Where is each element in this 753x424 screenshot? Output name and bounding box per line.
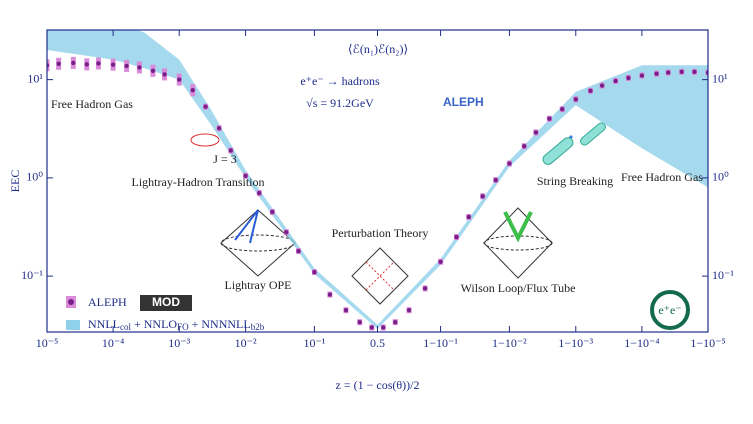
data-point bbox=[454, 234, 459, 240]
x-tick-label: 1−10⁻² bbox=[492, 336, 527, 350]
data-point bbox=[357, 319, 362, 325]
legend-marker bbox=[68, 299, 74, 305]
plot-area bbox=[47, 30, 708, 331]
data-point bbox=[406, 308, 412, 313]
y-tick-label-right: 10¹ bbox=[712, 71, 728, 85]
annotation: String Breaking bbox=[537, 174, 613, 188]
legend-label: NNLLcol + NNLOFO + NNNNLLb2b bbox=[88, 317, 265, 332]
x-tick-label: 10⁻⁵ bbox=[36, 336, 59, 350]
data-point bbox=[137, 65, 142, 70]
x-tick-label: 10⁻⁴ bbox=[102, 336, 125, 350]
data-point bbox=[692, 69, 697, 75]
y-tick-label: 10⁰ bbox=[26, 170, 43, 184]
legend-label-part: b2b bbox=[251, 322, 265, 332]
annotation: Wilson Loop/Flux Tube bbox=[461, 281, 576, 295]
x-tick-label: 10⁻² bbox=[235, 336, 257, 350]
data-point bbox=[547, 116, 552, 121]
data-point bbox=[438, 259, 443, 264]
data-point bbox=[203, 104, 208, 109]
annotation: Lightray OPE bbox=[225, 278, 292, 292]
data-point bbox=[296, 248, 301, 254]
data-point bbox=[393, 319, 398, 325]
data-point bbox=[480, 194, 485, 199]
data-point bbox=[312, 269, 317, 275]
annotation: Free Hadron Gas bbox=[621, 170, 703, 184]
y-tick-label-right: 10⁻¹ bbox=[712, 268, 734, 282]
x-tick-label: 10⁻³ bbox=[168, 336, 190, 350]
x-tick-label: 10⁻¹ bbox=[303, 336, 325, 350]
data-point bbox=[679, 69, 684, 75]
data-point bbox=[521, 144, 527, 149]
data-point bbox=[343, 308, 349, 313]
data-point bbox=[666, 70, 671, 75]
data-point bbox=[369, 325, 374, 330]
x-tick-label: 1−10⁻³ bbox=[558, 336, 593, 350]
data-point bbox=[613, 78, 618, 84]
y-tick-label: 10¹ bbox=[27, 71, 43, 85]
data-point bbox=[190, 88, 195, 93]
data-point bbox=[124, 63, 129, 69]
data-point bbox=[507, 161, 512, 166]
diagrams bbox=[66, 122, 690, 330]
legend-label-part: col bbox=[120, 322, 131, 332]
x-tick-label: 1−10⁻¹ bbox=[423, 336, 458, 350]
annotation: Free Hadron Gas bbox=[51, 97, 133, 111]
data-point bbox=[466, 214, 471, 220]
data-point bbox=[162, 72, 167, 77]
data-point bbox=[654, 71, 659, 76]
data-point bbox=[216, 126, 222, 131]
data-point bbox=[422, 286, 428, 291]
data-point bbox=[599, 83, 605, 88]
data-point bbox=[626, 75, 631, 81]
annotation: MOD bbox=[152, 295, 180, 309]
data-point bbox=[96, 61, 101, 66]
legend-label-part: + NNLO bbox=[131, 317, 177, 331]
y-axis-label: EEC bbox=[8, 170, 22, 193]
data-point bbox=[243, 173, 248, 178]
data-point bbox=[560, 107, 565, 112]
annotation: ⟨ℰ(n₁)ℰ(n₂)⟩ bbox=[348, 42, 408, 56]
legend-swatch bbox=[66, 320, 80, 330]
annotation: e⁺e⁻ → hadrons bbox=[300, 74, 380, 88]
x-tick-label: 0.5 bbox=[370, 336, 385, 350]
legend-label-part: + NNNNLL bbox=[189, 317, 251, 331]
annotation: J = 3 bbox=[213, 152, 236, 166]
data-point bbox=[228, 148, 234, 153]
y-tick-label-right: 10⁰ bbox=[712, 170, 729, 184]
data-point bbox=[493, 177, 498, 183]
data-point bbox=[639, 73, 645, 78]
annotation: e⁺e⁻ bbox=[658, 303, 681, 317]
data-point bbox=[381, 325, 386, 330]
data-point bbox=[110, 62, 116, 67]
data-point bbox=[257, 190, 262, 196]
annotation: ALEPH bbox=[443, 95, 484, 109]
x-tick-label: 1−10⁻⁴ bbox=[624, 336, 659, 350]
data-point bbox=[573, 97, 578, 102]
data-point bbox=[327, 292, 333, 297]
data-point bbox=[56, 61, 61, 66]
data-point bbox=[284, 229, 289, 235]
legend-label-part: NNLL bbox=[88, 317, 120, 331]
annotation: √s = 91.2GeV bbox=[306, 96, 374, 110]
data-point bbox=[84, 62, 89, 67]
legend-label-part: FO bbox=[177, 322, 189, 332]
x-tick-label: 1−10⁻⁵ bbox=[690, 336, 725, 350]
data-point bbox=[533, 130, 539, 135]
data-point bbox=[270, 209, 275, 215]
y-tick-label: 10⁻¹ bbox=[21, 268, 43, 282]
data-point bbox=[71, 60, 76, 66]
data-point bbox=[150, 68, 156, 73]
annotation: Lightray-Hadron Transition bbox=[132, 175, 265, 189]
data-point bbox=[588, 88, 593, 93]
legend-label: ALEPH bbox=[88, 295, 127, 309]
annotation: Perturbation Theory bbox=[332, 226, 429, 240]
data-point bbox=[177, 77, 182, 82]
x-axis-label: z = (1 − cos(θ))/2 bbox=[336, 378, 420, 392]
